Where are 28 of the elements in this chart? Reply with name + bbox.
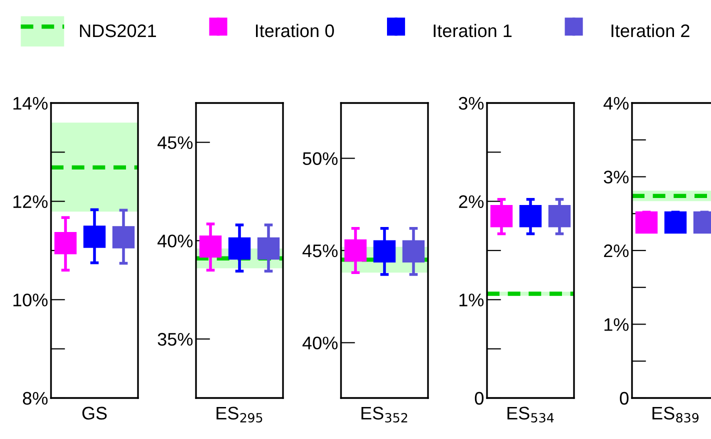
y-tick-label: 2% <box>604 244 629 258</box>
y-tick-label: 1% <box>460 294 484 306</box>
y-tick-label: 35% <box>158 332 193 346</box>
legend-label: Iteration 1 <box>434 24 512 38</box>
y-tick-label: 14% <box>13 97 48 110</box>
legend-label: Iteration 0 <box>256 24 334 38</box>
x-tick-label: ES$_{839}$ <box>652 406 699 423</box>
legend-label: Iteration 2 <box>612 24 690 38</box>
x-tick-label: ES$_{352}$ <box>362 406 408 423</box>
y-tick-label: 50% <box>302 152 338 166</box>
y-tick-label: 4% <box>604 97 629 110</box>
y-tick-label: 1% <box>604 318 629 331</box>
y-tick-label: 0 <box>620 392 629 405</box>
y-tick-label: 40% <box>158 234 193 248</box>
y-tick-label: 2% <box>459 195 484 208</box>
x-tick-label: GS <box>82 406 107 420</box>
y-tick-label: 3% <box>458 96 484 110</box>
x-tick-label: ES$_{534}$ <box>508 406 554 423</box>
y-tick-label: 45% <box>158 136 193 150</box>
x-tick-label: ES$_{295}$ <box>216 406 262 423</box>
y-tick-label: 12% <box>13 195 48 208</box>
y-tick-label: 40% <box>302 336 338 350</box>
y-tick-label: 8% <box>22 392 48 405</box>
y-tick-label: 45% <box>302 244 338 258</box>
legend-label: NDS2021 <box>80 24 156 38</box>
y-tick-label: 3% <box>604 170 629 184</box>
y-tick-label: 0 <box>474 392 484 405</box>
y-tick-label: 10% <box>13 294 48 306</box>
